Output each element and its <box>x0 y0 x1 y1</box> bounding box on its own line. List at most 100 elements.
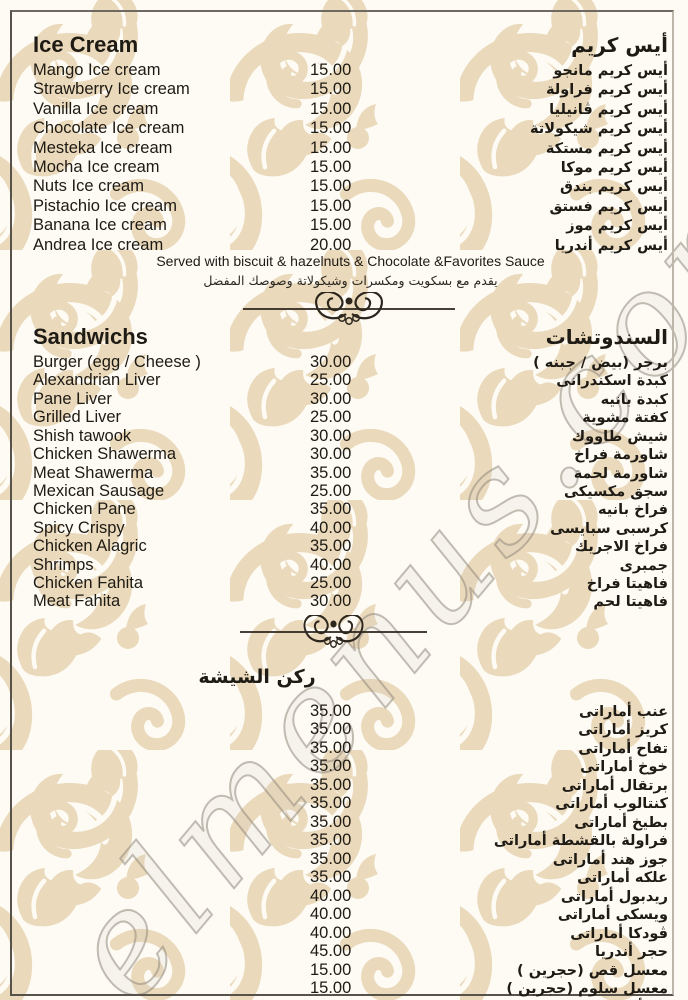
item-price: 35.00 <box>310 701 352 720</box>
item-price: 35.00 <box>310 720 352 739</box>
menu-item-row: Mesteka Ice cream 15.00 أيس كريم مستكة <box>33 139 668 158</box>
menu-item-row: Meat Fahita 30.00 فاهيتا لحم <box>33 592 668 611</box>
menu-item-row: 35.00 تفاح أماراتى <box>33 738 668 759</box>
item-name-ar: أيس كريم مستكة <box>545 140 668 157</box>
item-name-ar: برتقال أماراتى <box>561 777 668 794</box>
menu-item-row: 35.00 برتقال أماراتى <box>33 775 668 796</box>
sandwiches-title-en: Sandwichs <box>33 324 148 350</box>
item-name-en: Chocolate Ice cream <box>33 119 185 138</box>
ice-cream-title-ar: أيس كريم <box>571 33 668 57</box>
menu-item-row: Chicken Pane 35.00 فراخ بانيه <box>33 500 668 519</box>
menu-item-row: 40.00 ڤودكا أماراتى <box>33 923 668 944</box>
item-name-ar: حجر أندريا <box>595 944 668 961</box>
item-price: 10.00 <box>310 998 415 1000</box>
item-name-en: Nuts Ice cream <box>33 177 144 196</box>
menu-item-row: Burger (egg / Cheese ) 30.00 برجر (بيض /… <box>33 353 668 372</box>
item-name-en: Chicken Fahita <box>33 573 144 592</box>
menu-item-row: Mango Ice cream 15.00 أيس كريم مانجو <box>33 61 668 80</box>
item-price: 25.00 <box>310 371 352 390</box>
shisha-items: 35.00 عنب أماراتى 35.00 كريز أماراتى 35.… <box>33 701 668 1000</box>
menu-item-row: Chocolate Ice cream 15.00 أيس كريم شيكول… <box>33 119 668 138</box>
menu-item-row: Chicken Fahita 25.00 فاهيتا فراخ <box>33 573 668 593</box>
item-name-ar: كبدة بانيه <box>600 391 668 408</box>
menu-item-row: 15.00 معسل قص (حجرين ) <box>33 961 668 981</box>
item-name-ar: أيس كريم موز <box>566 218 668 235</box>
item-price: 40.00 <box>310 555 352 574</box>
menu-item-row: Mexican Sausage 25.00 سجق مكسيكى <box>33 481 668 501</box>
menu-item-row: Nuts Ice cream 15.00 أيس كريم بندق <box>33 177 668 196</box>
item-price: 25.00 <box>310 481 352 500</box>
menu-item-row: Andrea Ice cream 20.00 أيس كريم أندريا <box>33 236 668 255</box>
item-name-ar: أيس كريم شيكولاتة <box>529 121 668 138</box>
item-name-ar: أيس كريم موكا <box>560 160 668 177</box>
item-name-ar: فراخ بانيه <box>597 502 668 519</box>
menu-item-row: Grilled Liver 25.00 كفتة مشوية <box>33 408 668 427</box>
item-name-ar: فراخ الاجريك <box>574 539 668 556</box>
item-name-en: Meat Fahita <box>33 592 121 611</box>
item-name-ar: بطيخ أماراتى <box>574 814 668 831</box>
item-price: 30.00 <box>310 445 352 464</box>
item-name-en: Chicken Pane <box>33 500 136 519</box>
item-name-en: Mango Ice cream <box>33 61 161 79</box>
item-price: 35.00 <box>310 738 352 757</box>
item-price: 15.00 <box>310 177 352 196</box>
menu-item-row: Pistachio Ice cream 15.00 أيس كريم فستق <box>33 197 668 216</box>
item-price: 15.00 <box>310 196 352 215</box>
item-name-en: Mocha Ice cream <box>33 158 160 177</box>
item-name-ar: معسل قص (حجرين ) <box>517 962 668 979</box>
item-price: 40.00 <box>310 923 352 942</box>
shisha-section-title-ar: ركن الشيشة <box>198 665 316 688</box>
item-name-ar: معسل سلوم (حجرين ) <box>506 981 668 998</box>
item-price: 15.00 <box>310 61 352 79</box>
item-price: 15.00 <box>310 138 352 157</box>
section-divider-ornament <box>243 292 455 326</box>
item-name-ar: فاهيتا لحم <box>593 594 668 611</box>
item-name-ar: فاهيتا فراخ <box>586 575 668 592</box>
menu-item-row: Vanilla Ice cream 15.00 أيس كريم ڤانيليا <box>33 100 668 119</box>
item-name-ar: جوز هند أماراتى <box>552 851 668 868</box>
menu-item-row: Alexandrian Liver 25.00 كبدة اسكندرانى <box>33 372 668 390</box>
item-price: 15.00 <box>310 158 352 177</box>
item-name-ar: ويسكى أماراتى <box>557 907 668 924</box>
item-name-ar: شيش طاووك <box>571 428 668 445</box>
item-name-ar: كريز أماراتى <box>578 722 668 739</box>
menu-item-row: 35.00 كنتالوب أماراتى <box>33 795 668 814</box>
menu-content: Ice Cream أيس كريم Mango Ice cream 15.00… <box>12 10 675 1000</box>
menu-item-row: 35.00 علكه أماراتى <box>33 869 668 888</box>
item-price: 35.00 <box>310 868 352 887</box>
item-price: 15.00 <box>310 119 352 138</box>
item-name-en: Andrea Ice cream <box>33 235 164 254</box>
item-name-en: Banana Ice cream <box>33 216 167 235</box>
sandwiches-section-header: Sandwichs السندوتشات <box>33 324 668 350</box>
menu-item-row: 40.00 ريدبول أماراتى <box>33 886 668 907</box>
item-name-en: Meat Shawerma <box>33 463 154 482</box>
item-name-ar: سجق مكسيكى <box>563 483 668 500</box>
item-name-en: Strawberry Ice cream <box>33 80 190 99</box>
menu-item-row: 40.00 ويسكى أماراتى <box>33 906 668 925</box>
item-name-en: Pistachio Ice cream <box>33 196 177 215</box>
item-price: 35.00 <box>310 812 352 831</box>
item-price: 15.00 <box>310 216 352 235</box>
menu-item-row: Meat Shawerma 35.00 شاورمة لحمة <box>33 463 668 483</box>
item-price: 40.00 <box>310 886 352 905</box>
item-name-ar: أيس كريم فستق <box>549 198 668 215</box>
menu-item-row: 15.00 معسل سلوم (حجرين ) <box>33 980 668 999</box>
item-name-en: Grilled Liver <box>33 408 122 427</box>
item-name-ar: أيس كريم أندريا <box>554 237 668 254</box>
ice-cream-items: Mango Ice cream 15.00 أيس كريم مانجو Str… <box>33 61 668 255</box>
menu-item-row: 35.00 خوخ أماراتى <box>33 758 668 777</box>
item-price: 35.00 <box>310 463 352 482</box>
item-price: 40.00 <box>310 905 352 924</box>
item-name-ar: خوخ أماراتى <box>580 759 668 776</box>
item-name-en: Chicken Alagric <box>33 537 147 556</box>
item-price: 35.00 <box>310 757 352 776</box>
menu-item-row: Banana Ice cream 15.00 أيس كريم موز <box>33 216 668 235</box>
item-name-ar: شاورمة لحمة <box>573 465 668 482</box>
item-name-ar: أيس كريم بندق <box>560 179 668 196</box>
item-name-en: Shish tawook <box>33 426 132 445</box>
item-price: 35.00 <box>310 500 352 519</box>
item-price: 35.00 <box>310 849 352 868</box>
item-price: 25.00 <box>310 408 352 427</box>
item-price: 35.00 <box>310 775 352 794</box>
